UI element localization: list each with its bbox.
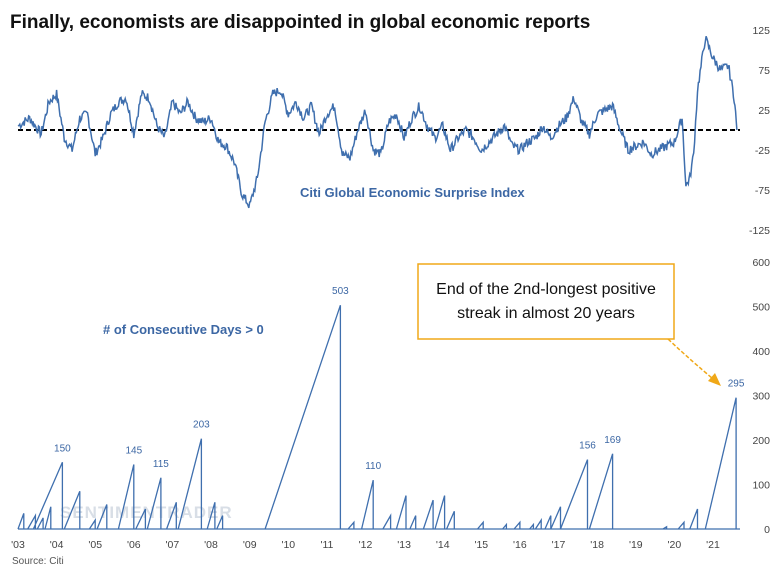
- streak-y-axis: 600 500 400 300 200 100 0: [752, 257, 770, 536]
- top-y-tick-label: 25: [758, 105, 770, 117]
- x-tick-label: '18: [590, 539, 604, 551]
- source-note: Source: Citi: [12, 556, 64, 567]
- streak-line: [17, 304, 740, 530]
- x-tick-label: '12: [359, 539, 373, 551]
- callout-line-1: End of the 2nd-longest positive: [436, 281, 656, 298]
- x-tick-label: '14: [436, 539, 450, 551]
- peak-label-110: 110: [365, 461, 381, 472]
- chart-title: Finally, economists are disappointed in …: [10, 12, 590, 33]
- x-tick-label: '05: [88, 539, 102, 551]
- x-tick-label: '03: [11, 539, 25, 551]
- bottom-y-tick-label: 600: [752, 257, 770, 269]
- callout-arrow: [667, 338, 713, 379]
- bottom-y-tick-label: 500: [752, 302, 770, 314]
- x-tick-label: '19: [629, 539, 643, 551]
- peak-label-503: 503: [332, 286, 349, 297]
- peak-label-115: 115: [153, 459, 169, 470]
- bottom-y-tick-label: 300: [752, 391, 770, 403]
- callout-arrow-head: [708, 373, 721, 386]
- peak-label-203: 203: [193, 420, 210, 431]
- top-y-tick-label: 75: [758, 65, 770, 77]
- bottom-y-tick-label: 400: [752, 346, 770, 358]
- x-tick-label: '15: [474, 539, 488, 551]
- callout-line-2: streak in almost 20 years: [457, 305, 635, 322]
- peak-label-145: 145: [125, 446, 142, 457]
- surprise-index-y-axis: 125 75 25 -25 -75 -125: [749, 25, 770, 237]
- top-y-tick-label: -125: [749, 225, 770, 237]
- surprise-index-label: Citi Global Economic Surprise Index: [300, 185, 525, 200]
- x-tick-label: '16: [513, 539, 527, 551]
- x-tick-label: '06: [127, 539, 141, 551]
- x-tick-label: '21: [706, 539, 720, 551]
- x-axis: '03 '04 '05 '06 '07 '08 '09 '10 '11 '12 '13 '14 '15 '…: [11, 539, 720, 551]
- peak-labels: 150 145 115 203 503 110 156 169 295: [54, 286, 745, 472]
- peak-label-150: 150: [54, 443, 71, 454]
- bottom-y-tick-label: 0: [764, 524, 770, 536]
- x-tick-label: '10: [281, 539, 295, 551]
- peak-label-169: 169: [604, 435, 621, 446]
- bottom-y-tick-label: 100: [752, 480, 770, 492]
- x-tick-label: '11: [320, 539, 333, 551]
- x-tick-label: '08: [204, 539, 218, 551]
- callout-box: End of the 2nd-longest positive streak i…: [417, 263, 675, 340]
- peak-label-156: 156: [579, 441, 596, 452]
- streak-label: # of Consecutive Days > 0: [103, 322, 264, 337]
- top-y-tick-label: -25: [755, 145, 770, 157]
- surprise-index-line: [17, 35, 738, 209]
- x-tick-label: '13: [397, 539, 411, 551]
- x-tick-label: '20: [668, 539, 682, 551]
- watermark: SENTIMENTRADER: [60, 503, 233, 522]
- top-y-tick-label: -75: [755, 185, 770, 197]
- peak-label-295: 295: [728, 379, 745, 390]
- x-tick-label: '17: [552, 539, 566, 551]
- x-tick-label: '09: [243, 539, 257, 551]
- bottom-y-tick-label: 200: [752, 435, 770, 447]
- x-tick-label: '04: [50, 539, 64, 551]
- top-y-tick-label: 125: [752, 25, 770, 37]
- x-tick-label: '07: [166, 539, 180, 551]
